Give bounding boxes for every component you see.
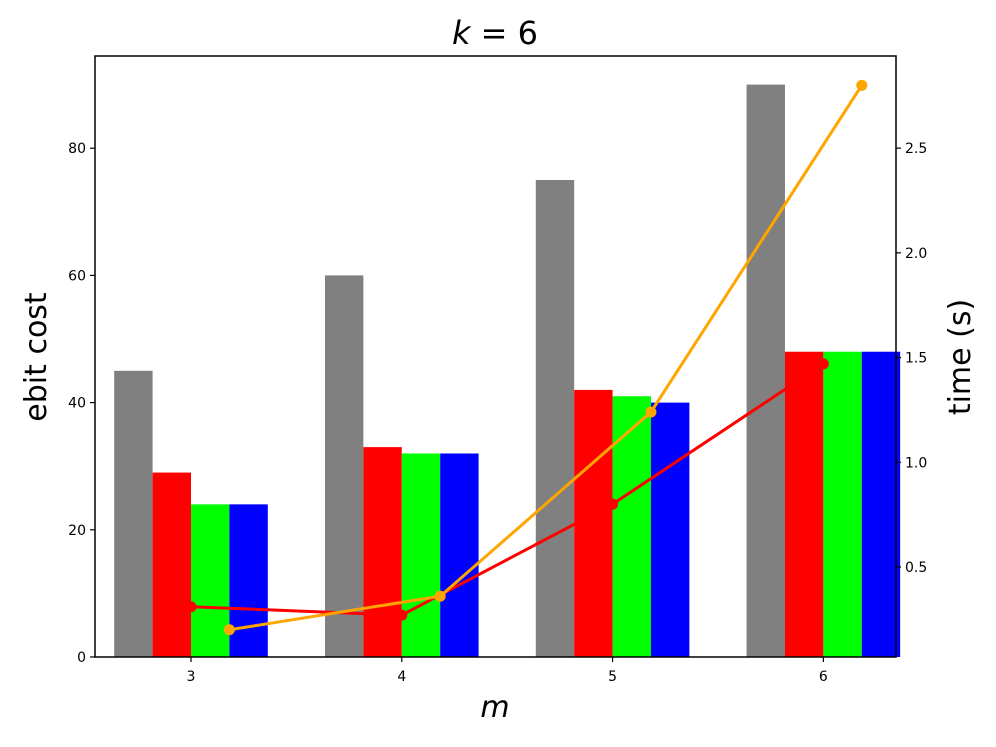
y-tick-label-0: 0 [77, 650, 86, 666]
title-variable: k [452, 14, 472, 52]
bar-series0-3 [114, 370, 153, 657]
plot-frame [94, 55, 897, 658]
x-tick-label-3: 3 [187, 669, 196, 685]
x-axis-label: m [480, 690, 509, 725]
bar-series2-5 [612, 396, 651, 657]
y2-tick-label-0.5: 0.5 [905, 560, 927, 576]
x-tick-label-4: 4 [397, 669, 406, 685]
y2-axis-label: time (s) [943, 299, 978, 415]
y-tick-label-20: 20 [68, 523, 86, 539]
bar-series2-3 [191, 504, 230, 657]
line-series0-point-3 [185, 601, 197, 613]
bar-series2-6 [823, 351, 862, 657]
line-series1-point-5 [645, 406, 657, 418]
line-series0-point-4 [396, 609, 408, 621]
bar-series1-3 [152, 472, 191, 657]
y2-tick-label-1.5: 1.5 [905, 351, 927, 367]
line-series1-point-3 [223, 624, 235, 636]
y-tick-label-80: 80 [68, 141, 86, 157]
x-tick-label-5: 5 [608, 669, 617, 685]
bar-series0-5 [535, 180, 575, 657]
lines-layer [185, 79, 868, 636]
y2-tick-label-1.0: 1.0 [905, 455, 927, 471]
y-tick-label-60: 60 [68, 268, 86, 284]
bar-series2-4 [401, 453, 441, 657]
line-series0-point-6 [817, 358, 829, 370]
line-series1-point-4 [434, 590, 446, 602]
x-tick-label-6: 6 [819, 669, 828, 685]
y2-tick-label-2.0: 2.0 [905, 246, 927, 262]
title-equation: = 6 [471, 14, 539, 52]
line-series1-point-6 [856, 79, 868, 91]
y-axis-label: ebit cost [19, 292, 54, 422]
bars-layer [114, 84, 901, 658]
bar-series1-5 [574, 389, 613, 657]
bar-series3-6 [861, 351, 901, 657]
bar-series3-5 [650, 402, 690, 657]
y-tick-label-40: 40 [68, 396, 86, 412]
chart-title: k = 6 [452, 14, 538, 52]
bar-series0-6 [746, 84, 785, 658]
line-series0-point-5 [607, 498, 619, 510]
bar-series1-6 [784, 351, 824, 657]
bar-series0-4 [324, 275, 364, 657]
bar-series1-4 [363, 447, 402, 657]
line-series0 [190, 362, 825, 617]
y2-tick-label-2.5: 2.5 [905, 141, 927, 157]
bar-series3-3 [229, 504, 268, 657]
bar-series3-4 [440, 453, 479, 657]
line-series1 [229, 84, 864, 632]
